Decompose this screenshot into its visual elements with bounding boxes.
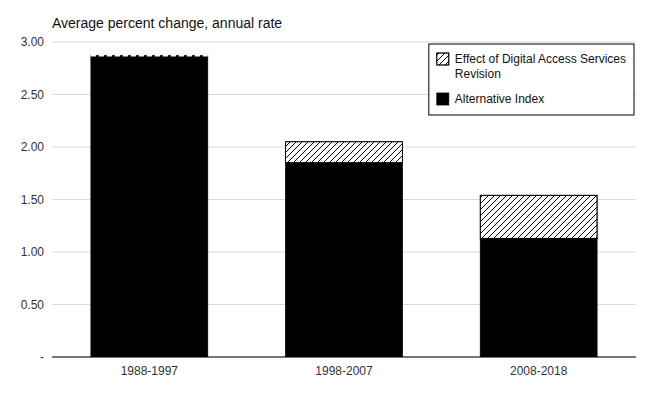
x-tick-label: 2008-2018 [510, 364, 568, 378]
bar-hatch [286, 142, 403, 163]
chart: - 0.50 1.00 1.50 2.00 2.50 3.00 1988-1997 1998-2… [0, 0, 652, 393]
legend-swatch [437, 93, 449, 105]
bar-segment [91, 56, 208, 357]
bar-segment [286, 163, 403, 357]
legend-swatch [437, 53, 449, 65]
legend-item: Alternative Index [437, 92, 544, 106]
legend-item: Effect of Digital Access ServicesRevisio… [437, 52, 626, 81]
title: Average percent change, annual rate [52, 15, 282, 31]
y-tick-label: - [40, 350, 44, 364]
x-axis-line [52, 357, 636, 358]
y-tick-label: 1.50 [21, 193, 45, 207]
legend-label: Effect of Digital Access ServicesRevisio… [455, 52, 626, 81]
y-tick-label: 0.50 [21, 298, 45, 312]
legend-frame [429, 44, 634, 115]
y-tick-label: 1.00 [21, 245, 45, 259]
bar-segment [91, 55, 208, 56]
grid [52, 42, 636, 357]
y-tick-label: 2.00 [21, 140, 45, 154]
bar-segment [286, 142, 403, 163]
y-tick-label: 2.50 [21, 88, 45, 102]
legend-label-line: Effect of Digital Access Services [455, 52, 626, 66]
legend-label-line: Alternative Index [455, 92, 544, 106]
reference-line [91, 55, 208, 57]
bar-hatch [91, 55, 208, 56]
bars [91, 56, 597, 357]
y-axis-line [52, 42, 53, 357]
bar-segment [480, 195, 597, 238]
y-tick-label: 3.00 [21, 35, 45, 49]
x-tick-label: 1988-1997 [121, 364, 179, 378]
legend-swatch-hatch [437, 53, 449, 65]
x-tick-label: 1998-2007 [315, 364, 373, 378]
legend-label-line: Revision [455, 67, 501, 81]
legend: Effect of Digital Access ServicesRevisio… [429, 44, 634, 115]
grid-line [52, 357, 636, 358]
bar-segment [480, 238, 597, 357]
legend-label: Alternative Index [455, 92, 544, 106]
bar-hatch [480, 195, 597, 238]
grid-line [52, 42, 636, 43]
